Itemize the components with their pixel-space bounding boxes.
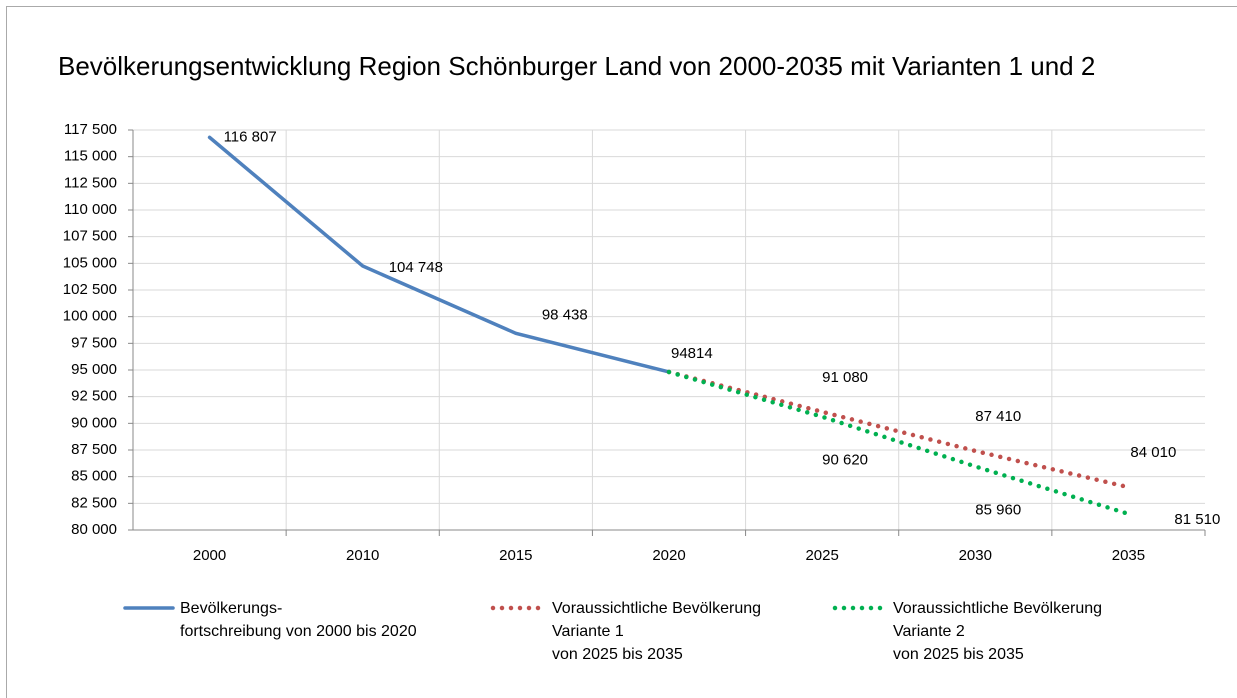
y-tick-label: 90 000 bbox=[71, 414, 117, 431]
y-tick-label: 87 500 bbox=[71, 441, 117, 458]
x-tick-label: 2020 bbox=[652, 547, 685, 564]
chart-title: Bevölkerungsentwicklung Region Schönburg… bbox=[58, 51, 1095, 81]
x-tick-label: 2010 bbox=[346, 547, 379, 564]
series-line bbox=[666, 369, 1131, 490]
y-tick-label: 97 500 bbox=[71, 334, 117, 351]
data-label: 84 010 bbox=[1130, 444, 1176, 461]
y-tick-label: 107 500 bbox=[63, 228, 117, 245]
data-label: 104 748 bbox=[389, 259, 443, 276]
legend-label: Bevölkerungs- fortschreibung von 2000 bi… bbox=[180, 600, 417, 640]
x-tick-label: 2030 bbox=[959, 547, 992, 564]
data-label: 91 080 bbox=[822, 369, 868, 386]
y-tick-label: 80 000 bbox=[71, 521, 117, 538]
data-label: 94814 bbox=[671, 345, 713, 362]
y-tick-label: 95 000 bbox=[71, 361, 117, 378]
data-label: 81 510 bbox=[1174, 511, 1220, 528]
data-label: 85 960 bbox=[975, 501, 1021, 518]
x-tick-label: 2015 bbox=[499, 547, 532, 564]
y-tick-label: 82 500 bbox=[71, 494, 117, 511]
data-label: 116 807 bbox=[224, 128, 277, 145]
x-tick-label: 2000 bbox=[193, 547, 226, 564]
series-line bbox=[666, 369, 1131, 517]
series-line bbox=[207, 135, 671, 374]
y-tick-label: 92 500 bbox=[71, 388, 117, 405]
y-tick-label: 117 500 bbox=[64, 121, 117, 138]
y-tick-label: 115 000 bbox=[64, 148, 117, 165]
data-label: 98 438 bbox=[542, 306, 588, 323]
y-tick-label: 100 000 bbox=[63, 308, 117, 325]
x-tick-label: 2035 bbox=[1112, 547, 1145, 564]
data-label: 90 620 bbox=[822, 452, 868, 469]
legend-label: Voraussichtliche Bevölkerung Variante 2 … bbox=[893, 600, 1103, 663]
data-label: 87 410 bbox=[975, 408, 1021, 425]
y-tick-label: 105 000 bbox=[63, 254, 117, 271]
frame bbox=[6, 6, 1237, 698]
y-tick-label: 110 000 bbox=[64, 201, 117, 218]
x-tick-label: 2025 bbox=[805, 547, 838, 564]
legend-label: Voraussichtliche Bevölkerung Variante 1 … bbox=[552, 600, 762, 663]
y-tick-label: 112 500 bbox=[64, 174, 117, 191]
y-tick-label: 102 500 bbox=[63, 281, 117, 298]
y-tick-label: 85 000 bbox=[71, 468, 117, 485]
